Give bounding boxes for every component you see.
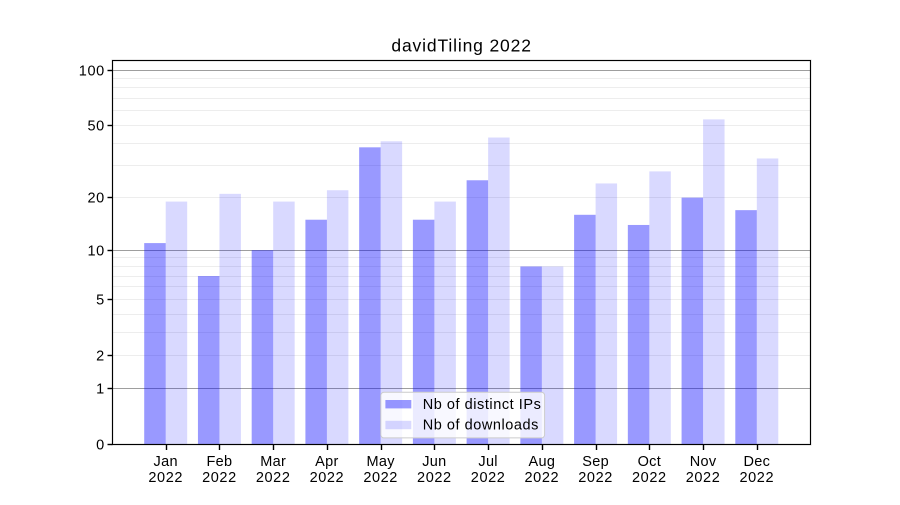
svg-text:davidTiling 2022: davidTiling 2022 (391, 35, 531, 55)
svg-text:0: 0 (96, 437, 105, 453)
svg-text:Nb of distinct IPs: Nb of distinct IPs (423, 397, 542, 413)
svg-text:May: May (367, 454, 396, 470)
svg-text:2022: 2022 (525, 470, 560, 486)
svg-text:Sep: Sep (582, 454, 609, 470)
svg-text:2022: 2022 (256, 470, 291, 486)
svg-text:10: 10 (87, 243, 104, 259)
svg-text:2022: 2022 (686, 470, 721, 486)
svg-text:2022: 2022 (202, 470, 237, 486)
svg-text:50: 50 (87, 118, 104, 134)
svg-text:Jan: Jan (154, 454, 178, 470)
svg-text:2022: 2022 (578, 470, 613, 486)
svg-text:2022: 2022 (148, 470, 183, 486)
svg-text:2: 2 (96, 348, 105, 364)
svg-text:5: 5 (96, 292, 105, 308)
svg-text:Apr: Apr (315, 454, 338, 470)
svg-text:Nov: Nov (690, 454, 717, 470)
svg-text:2022: 2022 (632, 470, 667, 486)
svg-text:Dec: Dec (743, 454, 770, 470)
svg-text:Oct: Oct (638, 454, 661, 470)
svg-text:Jun: Jun (422, 454, 446, 470)
svg-text:2022: 2022 (363, 470, 398, 486)
svg-text:20: 20 (87, 190, 104, 206)
svg-text:2022: 2022 (471, 470, 506, 486)
svg-text:Jul: Jul (478, 454, 497, 470)
svg-text:100: 100 (79, 63, 105, 79)
svg-text:Mar: Mar (260, 454, 286, 470)
svg-text:Feb: Feb (206, 454, 232, 470)
svg-text:1: 1 (96, 381, 105, 397)
svg-text:Aug: Aug (528, 454, 555, 470)
svg-text:2022: 2022 (739, 470, 774, 486)
svg-text:Nb of downloads: Nb of downloads (423, 417, 539, 433)
svg-text:2022: 2022 (310, 470, 345, 486)
svg-text:2022: 2022 (417, 470, 452, 486)
